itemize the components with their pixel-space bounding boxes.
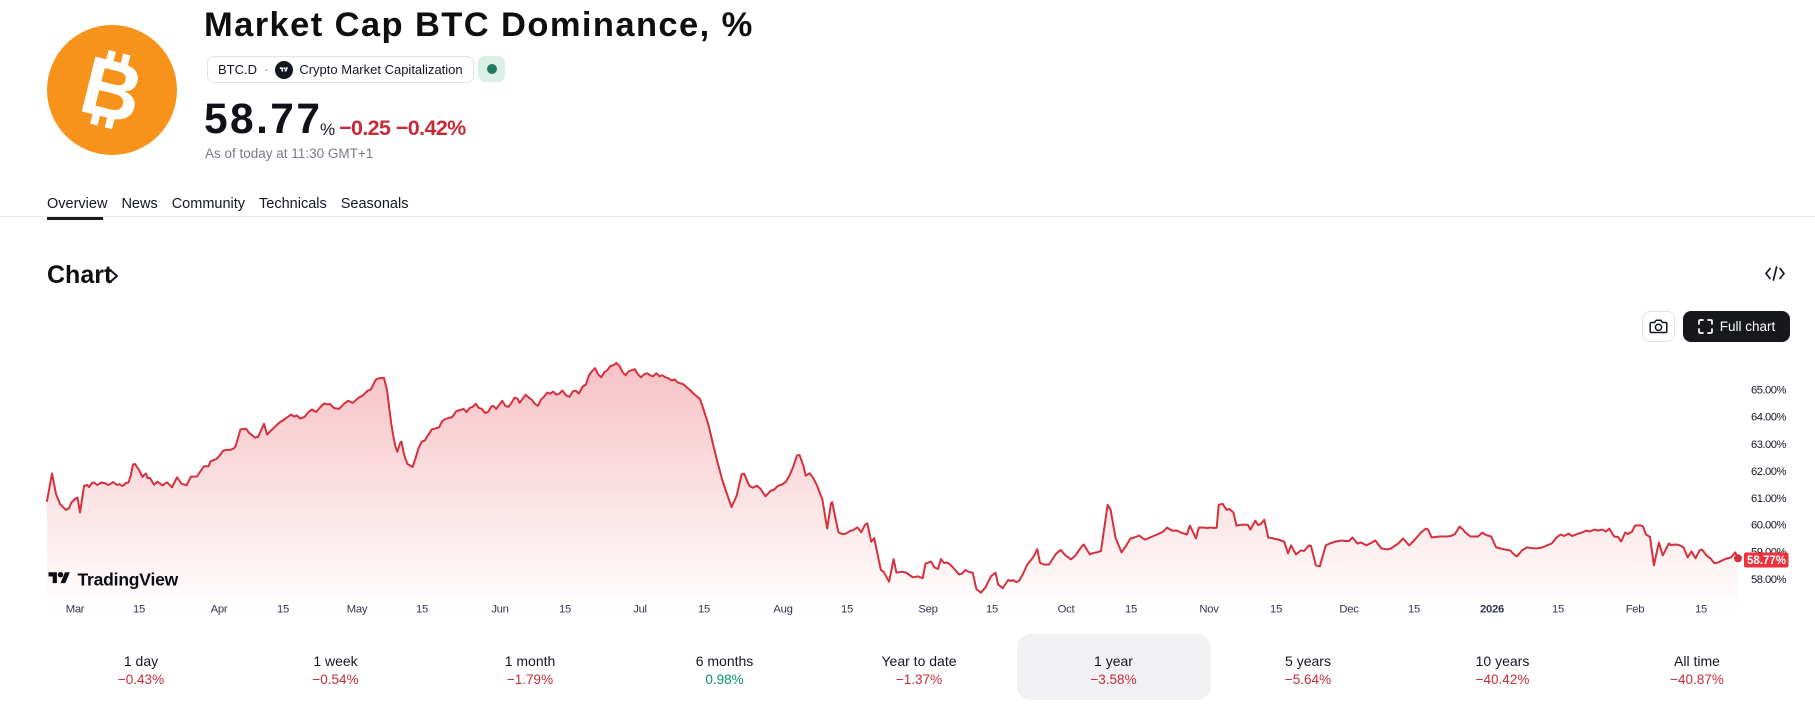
svg-text:58.00%: 58.00% <box>1751 574 1786 586</box>
svg-text:64.00%: 64.00% <box>1751 412 1786 424</box>
svg-text:62.00%: 62.00% <box>1751 466 1786 478</box>
svg-text:Jun: Jun <box>491 604 508 616</box>
svg-text:15: 15 <box>133 604 145 616</box>
svg-text:Apr: Apr <box>211 604 228 616</box>
svg-text:58.77%: 58.77% <box>1747 555 1786 567</box>
svg-text:61.00%: 61.00% <box>1751 493 1786 505</box>
svg-text:TradingView: TradingView <box>78 569 179 589</box>
svg-text:15: 15 <box>416 604 428 616</box>
svg-text:15: 15 <box>841 604 853 616</box>
svg-text:65.00%: 65.00% <box>1751 384 1786 396</box>
svg-text:63.00%: 63.00% <box>1751 439 1786 451</box>
svg-text:Dec: Dec <box>1339 604 1359 616</box>
svg-text:15: 15 <box>1552 604 1564 616</box>
svg-text:Sep: Sep <box>918 604 937 616</box>
svg-text:Nov: Nov <box>1199 604 1219 616</box>
svg-text:May: May <box>347 604 368 616</box>
svg-text:Aug: Aug <box>773 604 792 616</box>
svg-text:60.00%: 60.00% <box>1751 520 1786 532</box>
svg-text:Feb: Feb <box>1626 604 1645 616</box>
svg-text:15: 15 <box>1695 604 1707 616</box>
svg-text:15: 15 <box>277 604 289 616</box>
svg-text:Jul: Jul <box>633 604 647 616</box>
svg-text:15: 15 <box>698 604 710 616</box>
svg-text:15: 15 <box>559 604 571 616</box>
svg-text:Oct: Oct <box>1058 604 1076 616</box>
svg-text:Mar: Mar <box>66 604 85 616</box>
svg-text:15: 15 <box>1125 604 1137 616</box>
svg-text:15: 15 <box>1408 604 1420 616</box>
svg-text:15: 15 <box>1270 604 1282 616</box>
svg-text:15: 15 <box>986 604 998 616</box>
svg-text:2026: 2026 <box>1480 604 1504 616</box>
